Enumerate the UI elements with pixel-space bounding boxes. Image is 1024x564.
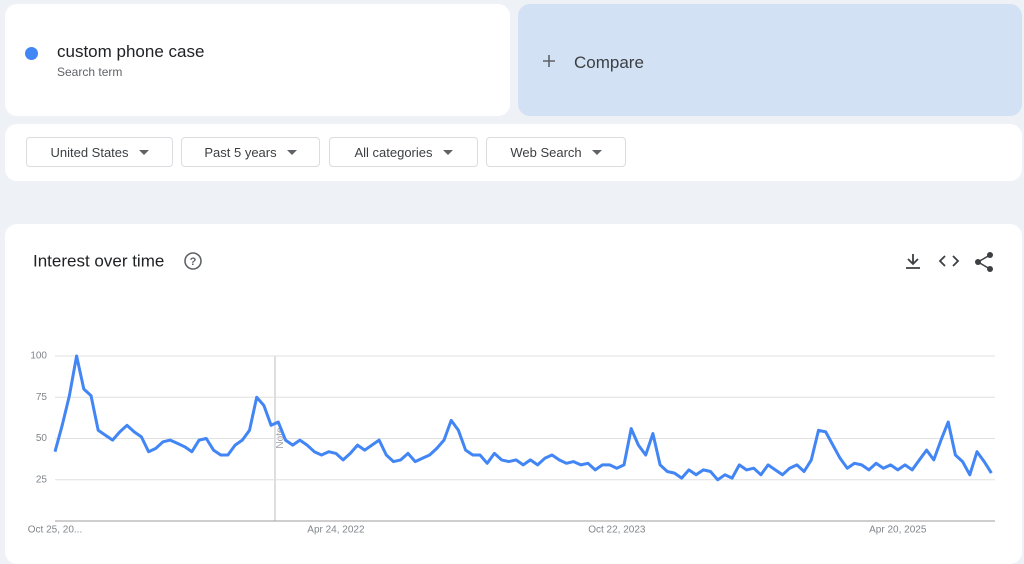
search-sublabel: Search term — [57, 65, 123, 79]
embed-icon[interactable] — [938, 255, 960, 267]
x-tick-label: Apr 24, 2022 — [307, 525, 365, 536]
y-tick-label: 25 — [36, 474, 48, 485]
search-card[interactable]: custom phone case Search term — [5, 4, 510, 116]
search-term: custom phone case — [57, 42, 205, 61]
plus-icon — [543, 55, 555, 67]
y-tick-label: 50 — [36, 433, 48, 444]
help-icon[interactable]: ? — [184, 252, 202, 270]
filter-property[interactable]: Web Search — [486, 137, 626, 167]
filter-category[interactable]: All categories — [329, 137, 478, 167]
svg-text:?: ? — [190, 256, 197, 268]
filter-region[interactable]: United States — [26, 137, 173, 167]
trend-line — [53, 354, 993, 482]
filter-time[interactable]: Past 5 years — [181, 137, 320, 167]
series-dot — [25, 47, 38, 60]
note-label[interactable]: Note — [275, 427, 286, 449]
share-icon[interactable] — [975, 252, 993, 272]
x-tick-label: Oct 25, 20... — [28, 525, 82, 536]
compare-card[interactable]: Compare — [518, 4, 1022, 116]
y-tick-label: 100 — [30, 351, 47, 362]
chart-card — [5, 224, 1022, 564]
y-tick-label: 75 — [36, 392, 48, 403]
chart-title: Interest over time — [33, 251, 164, 270]
filter-bar: United States Past 5 years All categorie… — [5, 124, 1022, 181]
x-tick-label: Apr 20, 2025 — [869, 525, 927, 536]
download-icon[interactable] — [906, 254, 920, 269]
x-tick-label: Oct 22, 2023 — [588, 525, 646, 536]
compare-label: Compare — [574, 53, 644, 72]
